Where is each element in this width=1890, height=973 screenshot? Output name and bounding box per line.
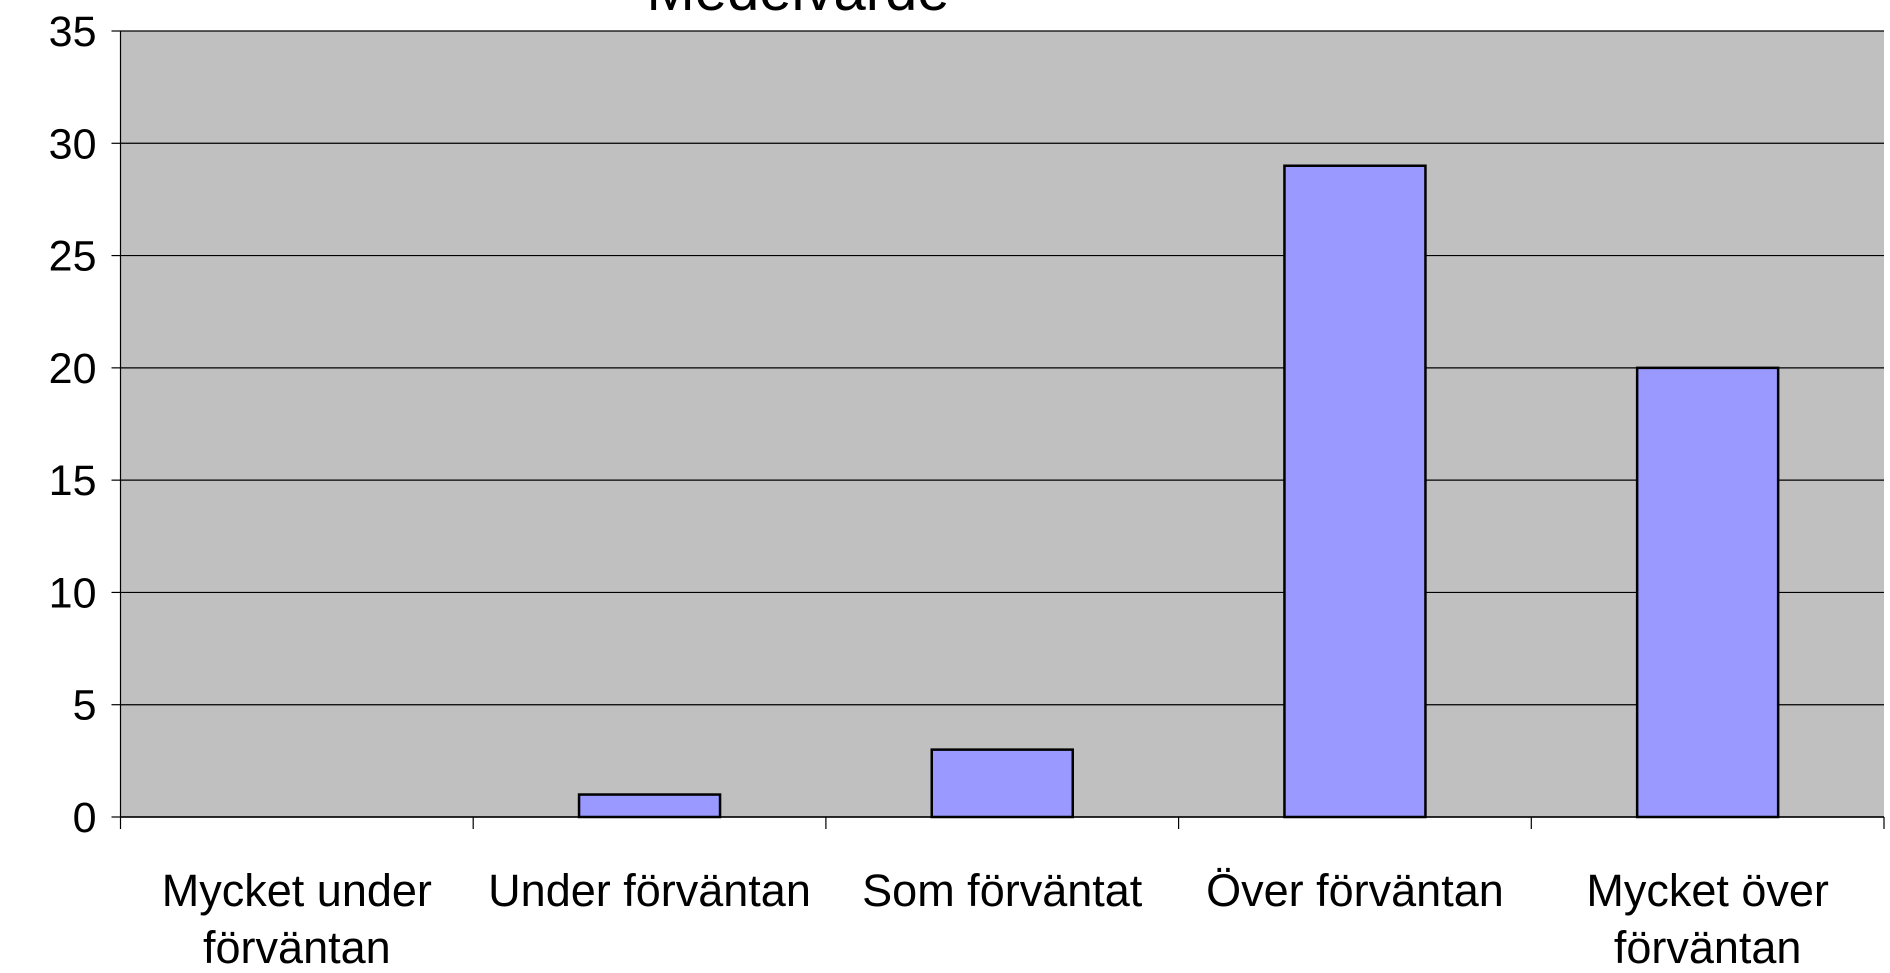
y-tick-label: 15 [49, 457, 97, 505]
chart-title: Medelvärde [646, 0, 949, 23]
x-tick-label: Mycket över förväntan [1586, 865, 1829, 973]
bar [930, 748, 1074, 819]
y-tick-label: 25 [49, 233, 97, 281]
y-tick-label: 30 [49, 120, 97, 168]
x-tick-label: Mycket under förväntan [161, 865, 432, 973]
x-tick-label: Över förväntan [1206, 865, 1504, 916]
y-tick-label: 20 [49, 345, 97, 393]
bar [1283, 164, 1427, 819]
plot-area [120, 31, 1884, 817]
y-tick-label: 10 [49, 569, 97, 617]
y-tick-label: 5 [73, 682, 97, 730]
x-tick-label: Under förväntan [488, 865, 811, 916]
bar [1635, 366, 1780, 819]
bar [577, 793, 722, 819]
x-tick-label: Som förväntat [862, 865, 1143, 916]
y-tick-label: 35 [49, 8, 97, 56]
y-tick-label: 0 [73, 794, 97, 842]
